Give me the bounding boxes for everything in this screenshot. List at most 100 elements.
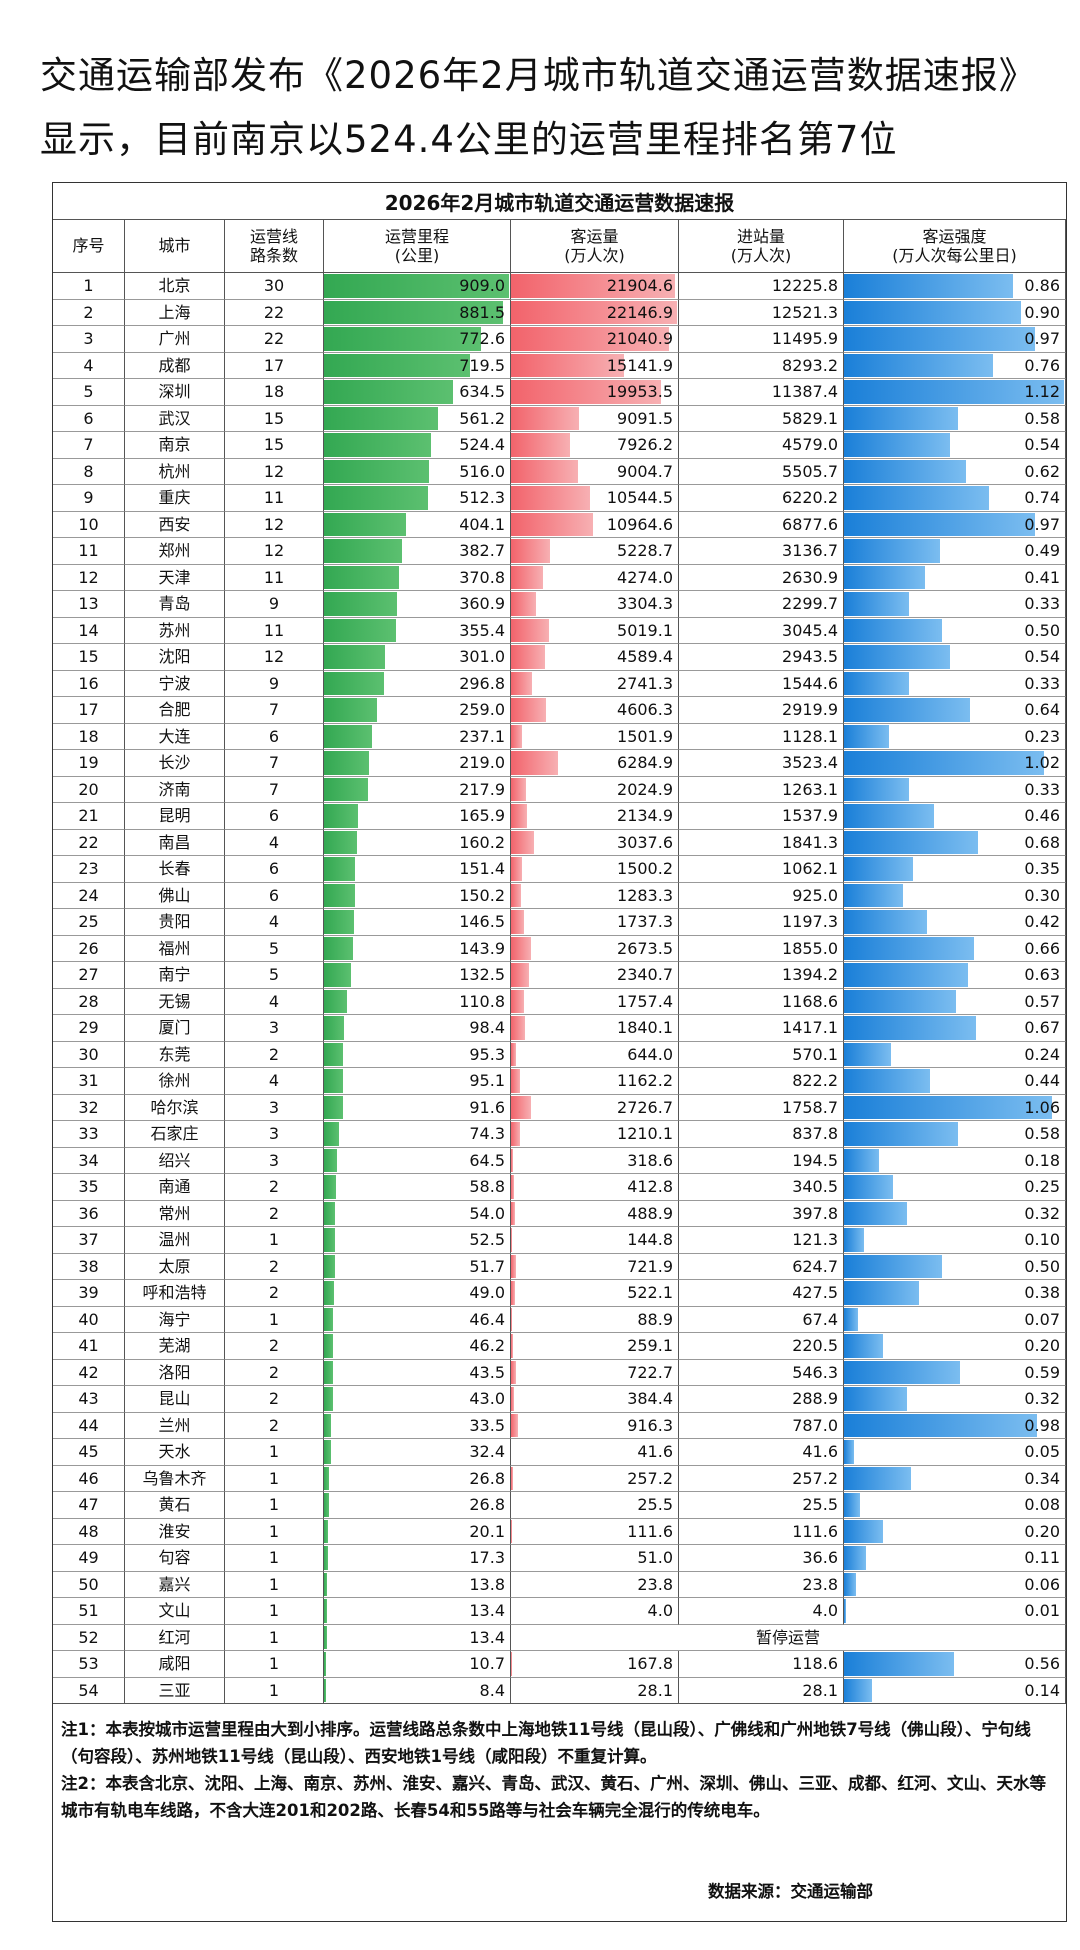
cell-text: 26 [78,938,99,958]
table-cell: 13.4 [324,1624,511,1651]
data-bar [511,512,594,536]
cell-text: 23.8 [802,1574,838,1594]
headline: 交通运输部发布《2026年2月城市轨道交通运营数据速报》显示，目前南京以524.… [40,54,1037,161]
data-bar [324,1228,335,1252]
table-cell: 0.50 [844,1253,1066,1280]
cell-text: 36.6 [802,1548,838,1568]
cell-text: 644.0 [627,1044,673,1064]
table-cell: 福州 [125,935,225,962]
data-bar [844,645,951,669]
table-cell: 54 [53,1677,125,1704]
table-cell: 34 [53,1147,125,1174]
table-cell: 太原 [125,1253,225,1280]
data-bar [511,433,571,457]
table-cell: 南通 [125,1174,225,1201]
cell-text: 海宁 [158,1309,191,1329]
data-bar [324,910,354,934]
cell-text: 0.10 [1024,1230,1060,1250]
table-cell: 296.8 [324,670,511,697]
table-cell: 49 [53,1545,125,1572]
table-cell: 1.12 [844,379,1066,406]
cell-text: 4589.4 [617,647,673,667]
table-cell: 长春 [125,856,225,883]
table-cell: 340.5 [679,1174,844,1201]
table-cell: 33 [53,1121,125,1148]
cell-text: 5019.1 [617,620,673,640]
table-cell: 2726.7 [511,1094,679,1121]
table-cell: 1758.7 [679,1094,844,1121]
data-bar [324,433,431,457]
cell-text: 11387.4 [771,382,838,402]
table-cell: 8293.2 [679,352,844,379]
column-header: 进站量 (万人次) [679,219,844,273]
cell-text: 49.0 [469,1283,505,1303]
data-bar [844,539,941,563]
cell-text: 4274.0 [617,567,673,587]
cell-text: 2630.9 [782,567,838,587]
data-table: 2026年2月城市轨道交通运营数据速报 注1：本表按城市运营里程由大到小排序。运… [52,182,1067,1922]
cell-text: 28.1 [637,1680,673,1700]
table-cell: 0.14 [844,1677,1066,1704]
cell-text: 合肥 [158,700,191,720]
cell-text: 0.20 [1024,1336,1060,1356]
table-cell: 11387.4 [679,379,844,406]
table-cell: 42 [53,1359,125,1386]
cell-text: 194.5 [792,1150,838,1170]
table-cell: 5 [225,962,324,989]
cell-text: 南宁 [158,965,191,985]
data-bar [324,459,430,483]
cell-text: 54.0 [469,1203,505,1223]
table-cell: 58.8 [324,1174,511,1201]
cell-text: 1.02 [1024,753,1060,773]
cell-text: 0.32 [1024,1389,1060,1409]
table-cell: 6 [225,803,324,830]
table-cell: 20 [53,776,125,803]
cell-text: 355.4 [459,620,505,640]
data-bar [844,1016,976,1040]
cell-text: 0.30 [1024,885,1060,905]
cell-text: 0.56 [1024,1654,1060,1674]
table-cell: 10.7 [324,1651,511,1678]
data-bar [511,1201,515,1225]
cell-text: 黄石 [158,1495,191,1515]
table-cell: 51.0 [511,1545,679,1572]
table-cell: 佛山 [125,882,225,909]
table-cell: 11 [53,538,125,565]
cell-text: 2 [268,1362,280,1382]
table-cell: 355.4 [324,617,511,644]
table-cell: 2 [225,1174,324,1201]
data-bar [324,1652,327,1676]
cell-text: 64.5 [469,1150,505,1170]
table-cell: 1168.6 [679,988,844,1015]
table-cell: 武汉 [125,405,225,432]
data-bar [844,671,909,695]
data-bar [844,1466,911,1490]
table-cell: 0.07 [844,1306,1066,1333]
cell-text: 3 [268,1018,280,1038]
table-cell: 111.6 [511,1518,679,1545]
data-bar [511,274,676,298]
cell-text: 2134.9 [617,806,673,826]
data-bar [324,300,504,324]
cell-text: 淮安 [158,1521,191,1541]
table-cell: 1757.4 [511,988,679,1015]
data-bar [844,1095,1053,1119]
data-bar [324,327,482,351]
table-cell: 28 [53,988,125,1015]
table-cell: 洛阳 [125,1359,225,1386]
cell-text: 4 [268,912,280,932]
table-cell: 1855.0 [679,935,844,962]
table-cell: 宁波 [125,670,225,697]
cell-text: 22146.9 [606,302,673,322]
cell-text: 719.5 [459,355,505,375]
table-cell: 427.5 [679,1280,844,1307]
data-bar [324,1069,344,1093]
table-cell: 天水 [125,1439,225,1466]
data-bar [324,883,355,907]
cell-text: 67.4 [802,1309,838,1329]
table-cell: 0.41 [844,564,1066,591]
table-cell: 芜湖 [125,1333,225,1360]
cell-text: 1283.3 [617,885,673,905]
cell-text: 219.0 [459,753,505,773]
table-cell: 乌鲁木齐 [125,1465,225,1492]
